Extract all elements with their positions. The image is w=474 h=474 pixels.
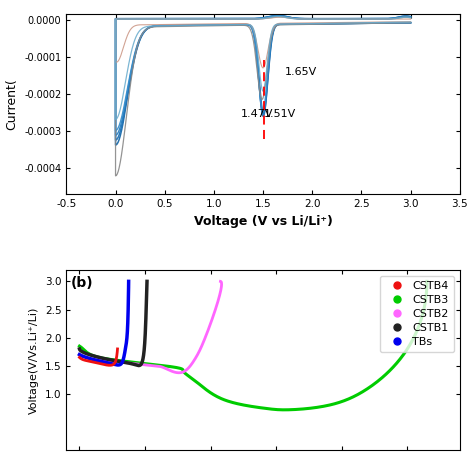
Legend: CSTB4, CSTB3, CSTB2, CSTB1, TBs: CSTB4, CSTB3, CSTB2, CSTB1, TBs xyxy=(380,276,454,352)
Text: 1.65V: 1.65V xyxy=(285,67,317,77)
Y-axis label: Voltage(V/Vs.Li⁺/Li): Voltage(V/Vs.Li⁺/Li) xyxy=(29,307,39,414)
X-axis label: Voltage (V vs Li/Li⁺): Voltage (V vs Li/Li⁺) xyxy=(194,215,332,228)
Text: 1.47V: 1.47V xyxy=(240,109,273,119)
Text: 1.51V: 1.51V xyxy=(264,109,296,119)
Text: (b): (b) xyxy=(70,275,93,290)
Y-axis label: Current(: Current( xyxy=(6,78,18,130)
